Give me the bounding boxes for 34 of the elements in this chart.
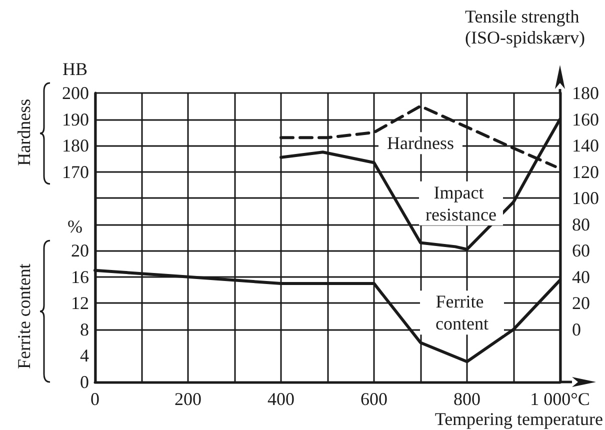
text: % [68,216,82,237]
x-tick-label: 800 [454,389,480,409]
text: HB [62,59,88,79]
y2-tick-label: 20 [572,293,590,314]
x-tick-label: 400 [268,389,294,409]
y2-tick-label: 120 [572,162,599,182]
y3-tick-label: 170 [62,162,89,182]
y-tick-label: 8 [80,319,89,340]
y2-tick-label: 0 [572,319,581,340]
series-label: Impact resistance [426,182,496,224]
y-axis-title: Ferrite content [14,264,34,370]
y2-tick-label: 80 [572,214,590,234]
y2-tick-label: 60 [572,240,590,261]
y-tick-label: 4 [80,346,89,366]
y-tick-label: 0 [80,372,89,392]
y2-tick-label: 40 [572,266,590,287]
x-tick-label: 600 [360,389,388,409]
y-tick-label: 20 [71,240,89,261]
y-tick-label: 12 [71,293,89,314]
y2-tick-label: 100 [572,188,599,208]
y3-tick-label: 180 [62,136,89,156]
y2-tick-label: 160 [572,109,599,130]
y3-tick-label: 200 [62,83,89,103]
y2-tick-label: 180 [572,83,599,103]
y3-axis-title: Hardness [14,98,34,166]
y2-axis-title: Tensile strength (ISO-spidskærv) [465,6,586,48]
series-label: Hardness [387,133,454,154]
x-tick-label: 1 000°C [530,389,590,409]
y3-tick-label: 190 [62,109,89,130]
series-label: Ferrite content [436,292,488,334]
y-tick-label: 16 [71,266,89,287]
y2-tick-label: 140 [572,136,599,156]
x-tick-label: 200 [174,389,202,409]
x-axis-title: Tempering temperature [434,409,603,429]
